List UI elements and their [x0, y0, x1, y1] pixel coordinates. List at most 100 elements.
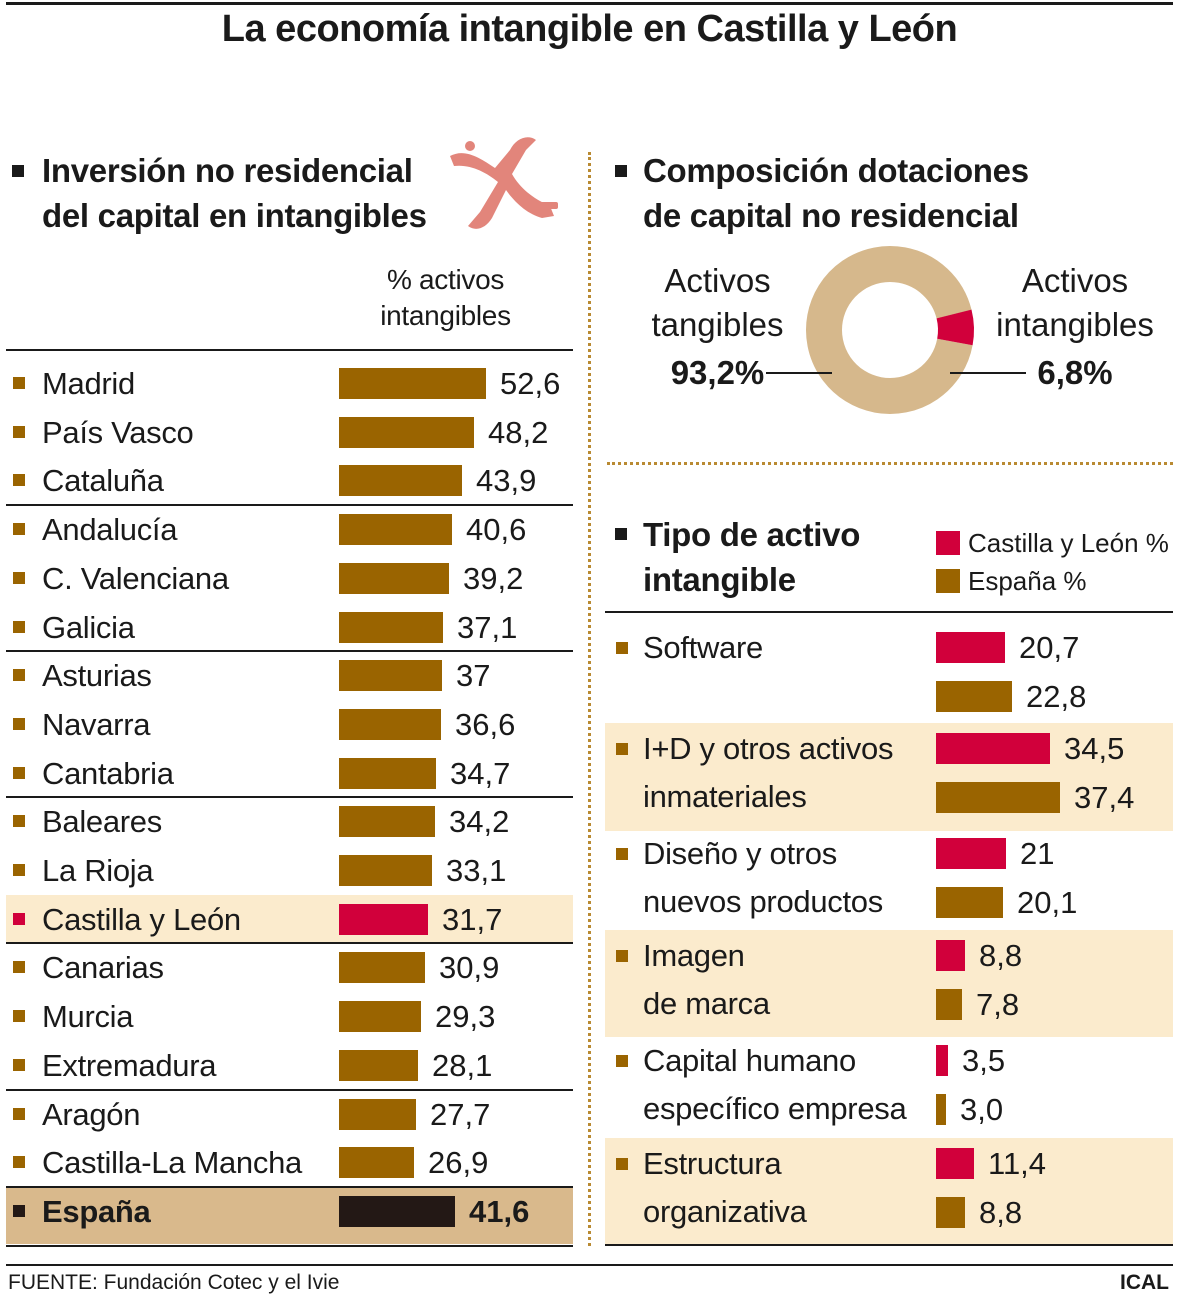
- region-label: Galicia: [42, 609, 135, 645]
- row-marker: [13, 474, 25, 487]
- bar: [339, 1098, 416, 1130]
- asset-type-label: Capital humano: [643, 1043, 856, 1078]
- region-label: Baleares: [42, 804, 162, 840]
- region-label: La Rioja: [42, 853, 154, 888]
- region-label: País Vasco: [42, 414, 194, 450]
- bar-value-label: 26,9: [428, 1145, 489, 1181]
- left-title-line1: Inversión no residencial: [42, 152, 413, 189]
- row-marker: [616, 642, 628, 654]
- row-marker: [13, 864, 25, 876]
- asset-type-label: organizativa: [643, 1194, 807, 1229]
- row-marker: [13, 377, 25, 389]
- bar: [339, 1147, 414, 1179]
- intangible-label: Activos intangibles: [993, 259, 1157, 347]
- highlight-group-bg: [605, 930, 1173, 1037]
- bar-castilla: [936, 1148, 974, 1179]
- section-marker: [615, 165, 627, 177]
- bar-espana: [936, 989, 962, 1020]
- bar: [339, 1195, 455, 1227]
- footer-rule: [6, 1264, 1173, 1266]
- region-label: Castilla y León: [42, 901, 241, 937]
- asset-type-label: de marca: [643, 986, 770, 1021]
- bar-value-label: 31,7: [442, 901, 503, 937]
- bar-value-label: 43,9: [476, 463, 537, 499]
- total-row-bg: [6, 1186, 573, 1244]
- section-marker: [615, 528, 627, 540]
- legend-label-esp: España %: [968, 566, 1087, 596]
- donut-chart: [806, 246, 974, 414]
- bar-value-label: 41,6: [469, 1193, 530, 1229]
- asset-type-label: I+D y otros activos: [643, 731, 894, 766]
- total-rule: [6, 1185, 573, 1188]
- column-header-line1: % activos: [386, 264, 505, 295]
- bar-value-label: 39,2: [463, 560, 524, 596]
- type-title-line1: Tipo de activo: [643, 516, 861, 553]
- bar-value-label: 37,1: [457, 609, 518, 645]
- region-label: C. Valenciana: [42, 560, 229, 596]
- left-title-line2: del capital en intangibles: [42, 197, 427, 234]
- row-marker: [13, 1058, 25, 1071]
- bar: [339, 806, 435, 838]
- bar-value-label: 30,9: [439, 950, 500, 986]
- region-label: Navarra: [42, 706, 151, 742]
- bar-espana: [936, 1197, 965, 1228]
- asset-type-label: Imagen: [643, 938, 745, 973]
- donut-section-title: Composición dotaciones de capital no res…: [643, 148, 1029, 238]
- bar: [339, 1049, 418, 1081]
- group-separator: [6, 504, 573, 507]
- legend-swatch-cyl: [936, 531, 960, 555]
- region-label: Cantabria: [42, 755, 174, 791]
- type-section-title: Tipo de activo intangible: [643, 512, 860, 602]
- bar-castilla: [936, 838, 1006, 869]
- section-marker: [12, 165, 24, 177]
- row-marker: [616, 743, 628, 755]
- row-marker: [13, 766, 25, 779]
- region-label: Cataluña: [42, 463, 164, 499]
- bar-value-label: 8,8: [979, 938, 1023, 973]
- legend-label-cyl: Castilla y León %: [968, 528, 1169, 558]
- bar-value-label: 36,6: [455, 706, 516, 742]
- row-marker: [616, 848, 628, 860]
- bar: [339, 903, 428, 935]
- bar: [339, 368, 486, 399]
- bar-castilla: [936, 940, 965, 971]
- bar: [339, 708, 441, 740]
- group-separator: [6, 796, 573, 799]
- bar-value-label: 20,1: [1017, 885, 1078, 920]
- bar: [339, 952, 425, 984]
- bar-value-label: 33,1: [446, 853, 507, 888]
- row-marker: [616, 950, 628, 962]
- asset-type-label: Estructura: [643, 1146, 782, 1181]
- row-marker: [13, 669, 25, 682]
- donut-title-line1: Composición dotaciones: [643, 152, 1029, 189]
- bar-castilla: [936, 632, 1005, 663]
- logo-icon: [450, 137, 558, 229]
- bar-value-label: 34,7: [450, 755, 511, 791]
- region-label: Andalucía: [42, 512, 178, 548]
- legend-swatch-esp: [936, 569, 960, 593]
- bar-value-label: 48,2: [488, 414, 549, 450]
- asset-type-label: inmateriales: [643, 779, 807, 814]
- region-label: España: [42, 1193, 151, 1229]
- tangible-leader-line: [766, 372, 832, 374]
- column-header-line2: intangibles: [380, 300, 511, 331]
- bar-value-label: 37,4: [1074, 780, 1135, 815]
- bar: [339, 611, 443, 643]
- donut-title-line2: de capital no residencial: [643, 197, 1019, 234]
- bar-value-label: 3,0: [960, 1092, 1004, 1127]
- bar-value-label: 34,2: [449, 804, 510, 840]
- bar-espana: [936, 681, 1012, 712]
- bar-espana: [936, 1094, 946, 1125]
- bar-castilla: [936, 733, 1050, 764]
- row-marker: [13, 815, 25, 828]
- intangible-value: 6,8%: [1037, 354, 1113, 391]
- row-marker: [13, 1010, 25, 1023]
- group-separator: [6, 1088, 573, 1091]
- left-section-title: Inversión no residencial del capital en …: [42, 148, 427, 238]
- type-table-bottom-rule: [605, 1244, 1173, 1246]
- tangible-label-line2: tangibles: [651, 306, 784, 343]
- bar-value-label: 11,4: [988, 1146, 1047, 1181]
- bar: [339, 416, 474, 448]
- region-label: Canarias: [42, 950, 164, 986]
- region-label: Castilla-La Mancha: [42, 1145, 302, 1181]
